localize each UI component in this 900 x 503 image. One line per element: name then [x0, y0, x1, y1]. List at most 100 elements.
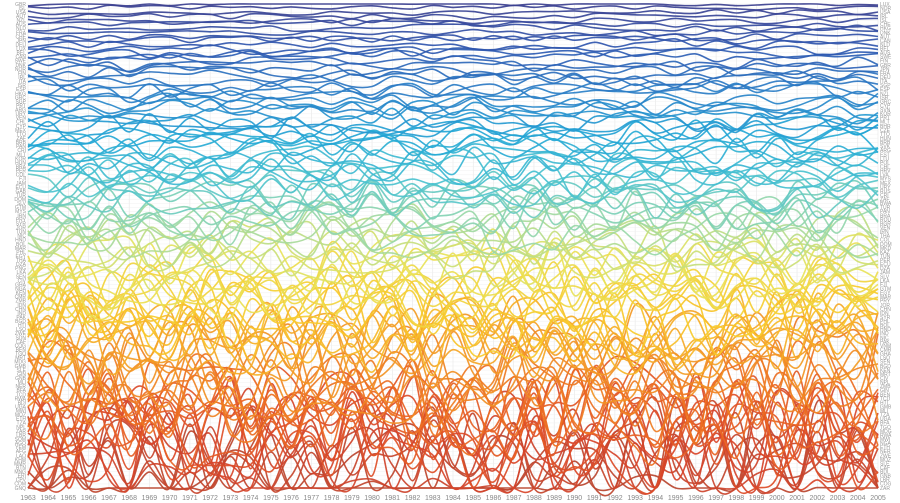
- series-line-FJI: [27, 157, 879, 199]
- rank-label: UGA: [15, 404, 27, 410]
- rank-label: MYS: [880, 177, 892, 183]
- rank-label: ISR: [18, 83, 27, 89]
- rank-label: ISL: [880, 18, 888, 24]
- rank-label: BRA: [880, 213, 891, 219]
- rank-label: CRI: [880, 193, 889, 199]
- rank-label: TTO: [16, 132, 26, 138]
- series-line-MLT: [27, 138, 879, 170]
- rank-label: BRA: [16, 164, 27, 170]
- rank-label: SDN: [15, 335, 26, 341]
- rank-label: PHL: [880, 319, 890, 325]
- rank-label: TTO: [880, 132, 890, 138]
- rank-label: CHE: [15, 34, 26, 40]
- rank-label: TUN: [880, 254, 891, 260]
- x-tick-label: 1966: [81, 495, 97, 502]
- rank-label: NLD: [880, 42, 890, 48]
- rank-label: GTM: [880, 287, 891, 293]
- rank-label: MNG: [14, 470, 26, 476]
- rank-label: CZE: [880, 128, 891, 134]
- series-line-LAO: [27, 387, 879, 490]
- rank-label: CYP: [880, 103, 891, 109]
- rank-label: CHE: [880, 22, 891, 28]
- rank-label: HND: [15, 238, 26, 244]
- series-line-ZMB: [27, 264, 879, 326]
- series-line-GNB: [27, 333, 879, 421]
- series-line-MYS: [27, 189, 879, 234]
- x-tick-label: 2003: [830, 495, 846, 502]
- series-line-CHL: [27, 107, 879, 134]
- rank-label: ZAR: [880, 486, 890, 492]
- rank-label: SLE: [880, 461, 890, 467]
- rank-label: CIV: [880, 376, 889, 382]
- rank-label: MLI: [880, 409, 888, 415]
- rank-label: AUS: [16, 22, 27, 28]
- rank-label: NZL: [17, 18, 27, 24]
- x-tick-label: 2001: [789, 495, 805, 502]
- rank-label: USA: [16, 10, 27, 16]
- rank-label: AUS: [880, 51, 891, 57]
- rank-label: ROU: [880, 217, 892, 223]
- rank-label: CPV: [16, 478, 27, 484]
- rank-label: CAF: [880, 465, 890, 471]
- rank-label: EST: [880, 152, 890, 158]
- rank-label: ZWE: [15, 331, 27, 337]
- rank-label: BHR: [880, 124, 891, 130]
- rank-label: TCD: [880, 396, 891, 402]
- rank-label: PRT: [16, 103, 26, 109]
- series-line-LKA: [27, 242, 879, 314]
- rank-label: ETH: [880, 445, 890, 451]
- rank-label: BWA: [880, 201, 892, 207]
- rank-label: BDI: [880, 470, 888, 476]
- rank-label: KOR: [880, 112, 891, 118]
- rank-label: TUN: [16, 230, 27, 236]
- rank-label: BDI: [18, 400, 26, 406]
- rank-label: GNQ: [15, 486, 27, 492]
- rank-label: FIN: [880, 59, 888, 65]
- series-line-ESP: [27, 82, 879, 100]
- series-line-CAN: [27, 49, 879, 63]
- rank-label: ECU: [15, 185, 26, 191]
- rank-label: GAB: [15, 189, 26, 195]
- rank-label: CYP: [16, 124, 27, 130]
- x-tick-label: 1981: [384, 495, 400, 502]
- series-line-HUN: [27, 147, 879, 186]
- rank-label: KAZ: [880, 250, 890, 256]
- rank-label: IRN: [17, 213, 26, 219]
- rank-label: ISR: [880, 95, 889, 101]
- rank-label: COL: [16, 173, 27, 179]
- rank-label: PAN: [880, 209, 890, 215]
- series-line-BRB: [27, 129, 879, 158]
- x-tick-label: 1983: [425, 495, 441, 502]
- rank-label: SVK: [880, 144, 891, 150]
- rank-label: JPN: [17, 38, 27, 44]
- x-tick-label: 1972: [202, 495, 218, 502]
- series-line-TUN: [27, 206, 879, 259]
- series-line-IDN: [27, 266, 879, 348]
- x-tick-label: 1978: [324, 495, 340, 502]
- x-tick-label: 1974: [243, 495, 259, 502]
- rank-label: JOR: [16, 225, 26, 231]
- rank-label: IDN: [17, 303, 26, 309]
- x-axis-ticks: 1963 1964 1965 1966 1967 1968 1969 1970 1971 1972…: [20, 495, 886, 502]
- rank-label: DOM: [880, 242, 892, 248]
- rank-label: FRA: [16, 30, 27, 36]
- rank-label: HRV: [880, 169, 891, 175]
- rank-label: IDN: [880, 311, 889, 317]
- rank-label: PAN: [16, 144, 26, 150]
- series-line-BEL: [27, 47, 879, 60]
- series-line-CMR: [27, 259, 879, 338]
- rank-label: JAM: [880, 270, 890, 276]
- x-tick-label: 1987: [506, 495, 522, 502]
- rank-label: USA: [880, 10, 891, 16]
- rank-label: VEN: [16, 116, 27, 122]
- rank-label: SLV: [880, 274, 890, 280]
- rank-label: LBR: [880, 478, 890, 484]
- rank-label: IND: [17, 311, 26, 317]
- series-line-CHE: [27, 32, 879, 42]
- rank-label: BEL: [17, 51, 27, 57]
- rank-label: NOR: [15, 67, 27, 73]
- rank-label: LKA: [17, 270, 27, 276]
- x-tick-label: 1993: [627, 495, 643, 502]
- rank-label: NPL: [880, 380, 890, 386]
- series-line-ITA: [27, 72, 879, 90]
